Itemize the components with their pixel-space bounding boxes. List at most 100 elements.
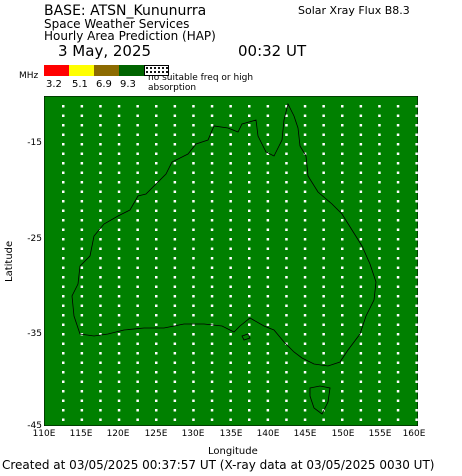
grid-dot: [173, 295, 177, 298]
x-tick-label: 155E: [368, 429, 392, 439]
grid-dot: [155, 380, 158, 383]
grid-dot: [62, 257, 65, 260]
grid-dot: [117, 266, 121, 269]
grid-dot: [341, 133, 344, 136]
legend-swatch-brown: [94, 65, 119, 76]
grid-dot: [341, 352, 344, 355]
grid-dot: [173, 399, 177, 402]
grid-dot: [117, 418, 121, 421]
grid-dot: [80, 295, 84, 298]
grid-dot: [248, 228, 251, 231]
grid-dot: [415, 352, 418, 355]
grid-dot: [341, 399, 344, 402]
grid-dot: [322, 323, 325, 326]
prediction-map: [44, 96, 418, 426]
grid-dot: [99, 133, 102, 136]
grid-dot: [248, 409, 251, 412]
grid-dot: [210, 314, 214, 317]
grid-dot: [303, 209, 307, 212]
grid-dot: [266, 190, 270, 193]
grid-dot: [341, 152, 344, 155]
grid-dot: [341, 361, 344, 364]
grid-dot: [80, 171, 84, 174]
grid-dot: [155, 390, 158, 393]
grid-dot: [341, 228, 344, 231]
grid-dot: [136, 342, 139, 345]
grid-dot: [266, 219, 270, 222]
grid-dot: [415, 143, 418, 146]
grid-dot: [359, 342, 363, 345]
grid-dot: [248, 361, 251, 364]
grid-dot: [415, 181, 418, 184]
grid-dot: [266, 314, 270, 317]
grid-dot: [62, 238, 65, 241]
grid-dot: [415, 361, 418, 364]
grid-dot: [303, 352, 307, 355]
grid-dot: [192, 219, 195, 222]
legend-swatch-red: [44, 65, 69, 76]
grid-dot: [322, 133, 325, 136]
grid-dot: [248, 323, 251, 326]
grid-dot: [99, 276, 102, 279]
grid-dot: [210, 390, 214, 393]
grid-dot: [303, 304, 307, 307]
grid-dot: [322, 342, 325, 345]
grid-dot: [136, 181, 139, 184]
grid-dot: [285, 295, 288, 298]
grid-dot: [99, 380, 102, 383]
grid-dot: [303, 418, 307, 421]
grid-dot: [341, 266, 344, 269]
grid-dot: [359, 380, 363, 383]
grid-dot: [192, 124, 195, 127]
footer-timestamp: Created at 03/05/2025 00:37:57 UT (X-ray…: [2, 458, 435, 472]
grid-dot: [341, 323, 344, 326]
grid-dot: [173, 380, 177, 383]
grid-dot: [303, 333, 307, 336]
grid-dot: [341, 257, 344, 260]
legend-swatch-green: [119, 65, 144, 76]
grid-dot: [378, 333, 381, 336]
grid-dot: [322, 152, 325, 155]
grid-dot: [62, 361, 65, 364]
grid-dot: [303, 124, 307, 127]
grid-dot: [173, 371, 177, 374]
base-title: BASE: ATSN_Kununurra: [44, 3, 207, 19]
grid-dot: [248, 257, 251, 260]
grid-dot: [99, 181, 102, 184]
grid-dot: [210, 342, 214, 345]
grid-dot: [322, 399, 325, 402]
grid-dot: [322, 143, 325, 146]
grid-dot: [155, 219, 158, 222]
grid-dot: [396, 171, 400, 174]
grid-dot: [62, 114, 65, 117]
grid-dot: [248, 276, 251, 279]
grid-dot: [322, 295, 325, 298]
grid-dot: [415, 371, 418, 374]
grid-dot: [322, 380, 325, 383]
grid-dot: [192, 295, 195, 298]
grid-dot: [62, 181, 65, 184]
grid-dot: [117, 390, 121, 393]
grid-dot: [192, 352, 195, 355]
grid-dot: [396, 228, 400, 231]
grid-dot: [229, 323, 232, 326]
grid-dot: [396, 124, 400, 127]
grid-dot: [359, 152, 363, 155]
grid-dot: [155, 266, 158, 269]
grid-dot: [155, 190, 158, 193]
grid-dot: [173, 285, 177, 288]
y-tick-label: -45: [27, 421, 42, 431]
grid-dot: [285, 409, 288, 412]
grid-dot: [303, 371, 307, 374]
grid-dot: [266, 409, 270, 412]
grid-dot: [359, 333, 363, 336]
grid-dot: [266, 133, 270, 136]
legend-swatch-no-freq: [144, 65, 169, 76]
grid-dot: [248, 295, 251, 298]
grid-dot: [285, 200, 288, 203]
grid-dot: [210, 152, 214, 155]
grid-dot: [303, 171, 307, 174]
grid-dot: [266, 371, 270, 374]
grid-dot: [322, 333, 325, 336]
grid-dot: [229, 228, 232, 231]
